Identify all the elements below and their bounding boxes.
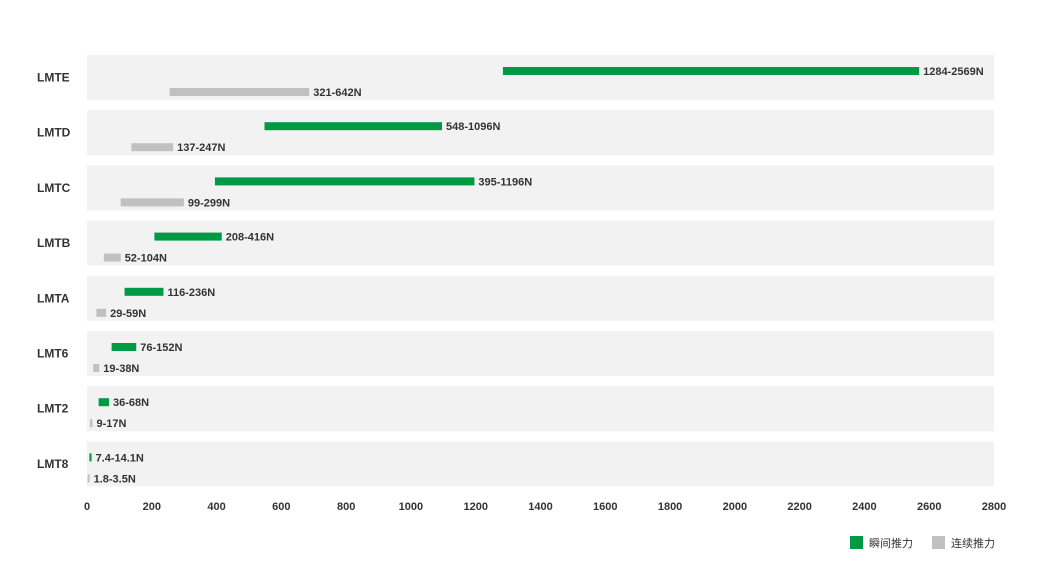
range-bar xyxy=(89,453,92,462)
range-bar xyxy=(89,419,93,428)
category-label: LMTE xyxy=(37,71,70,85)
value-label: 116-236N xyxy=(167,287,215,299)
x-tick-label: 1200 xyxy=(463,501,487,513)
value-label: 7.4-14.1N xyxy=(96,452,144,464)
value-label: 19-38N xyxy=(103,363,139,375)
x-tick-label: 600 xyxy=(272,501,290,513)
value-label: 548-1096N xyxy=(446,121,500,133)
legend-swatch xyxy=(932,536,945,549)
category-labels: LMTE LMTD LMTC LMTB LMTA LMT6 LMT2 LMT8 xyxy=(37,71,71,471)
value-label: 29-59N xyxy=(110,308,146,320)
x-tick-label: 0 xyxy=(84,501,90,513)
x-tick-label: 2600 xyxy=(917,501,941,513)
row-background xyxy=(87,331,994,376)
value-label: 76-152N xyxy=(140,342,182,354)
x-tick-label: 2400 xyxy=(852,501,876,513)
x-axis-ticks: 0 200 400 600 800 1000 1200 1400 1600 1800 2000 220… xyxy=(84,501,1006,513)
row-background xyxy=(87,165,994,211)
row-background xyxy=(87,220,994,266)
category-label: LMTB xyxy=(37,236,71,250)
legend: 瞬间推力 连续推力 xyxy=(850,536,995,550)
range-bar xyxy=(111,343,137,351)
value-label: 1.8-3.5N xyxy=(94,473,136,485)
value-label: 36-68N xyxy=(113,397,149,409)
value-label: 321-642N xyxy=(313,87,361,99)
value-labels: 1284-2569N 321-642N 548-1096N 137-247N 395-1… xyxy=(94,66,984,485)
range-bar xyxy=(98,398,110,407)
range-bar xyxy=(120,198,184,207)
row-background xyxy=(87,110,994,156)
category-label: LMT8 xyxy=(37,457,69,471)
category-label: LMT2 xyxy=(37,402,69,416)
x-tick-label: 1800 xyxy=(658,501,682,513)
x-tick-label: 800 xyxy=(337,501,355,513)
category-label: LMTA xyxy=(37,291,70,305)
row-background xyxy=(87,441,994,487)
x-tick-label: 2000 xyxy=(723,501,747,513)
range-bar xyxy=(131,143,174,152)
range-bar xyxy=(93,364,100,372)
x-tick-label: 400 xyxy=(207,501,225,513)
x-tick-label: 2800 xyxy=(982,501,1006,513)
value-label: 52-104N xyxy=(125,253,167,265)
range-bar xyxy=(87,474,90,483)
x-tick-label: 1600 xyxy=(593,501,617,513)
row-background xyxy=(87,386,994,432)
value-label: 208-416N xyxy=(226,232,274,244)
x-tick-label: 2200 xyxy=(787,501,811,513)
range-bar xyxy=(96,308,107,317)
range-bar xyxy=(214,177,475,186)
value-label: 137-247N xyxy=(177,142,225,154)
value-label: 395-1196N xyxy=(478,176,532,188)
legend-label: 连续推力 xyxy=(951,536,995,550)
range-bar xyxy=(502,67,920,75)
row-backgrounds xyxy=(87,55,994,487)
range-bar xyxy=(124,287,164,296)
range-bar xyxy=(154,232,222,241)
value-label: 9-17N xyxy=(97,418,127,430)
x-tick-label: 1400 xyxy=(528,501,552,513)
value-label: 99-299N xyxy=(188,197,230,209)
row-background xyxy=(87,275,994,321)
category-label: LMT6 xyxy=(37,347,69,361)
x-tick-label: 200 xyxy=(143,501,161,513)
range-bar xyxy=(264,122,443,131)
bars xyxy=(87,67,920,483)
category-label: LMTC xyxy=(37,181,71,195)
legend-swatch xyxy=(850,536,863,549)
range-bar xyxy=(169,88,310,96)
range-bar xyxy=(103,253,121,262)
category-label: LMTD xyxy=(37,126,71,140)
value-label: 1284-2569N xyxy=(923,66,984,78)
x-tick-label: 1000 xyxy=(399,501,423,513)
legend-label: 瞬间推力 xyxy=(869,536,913,550)
